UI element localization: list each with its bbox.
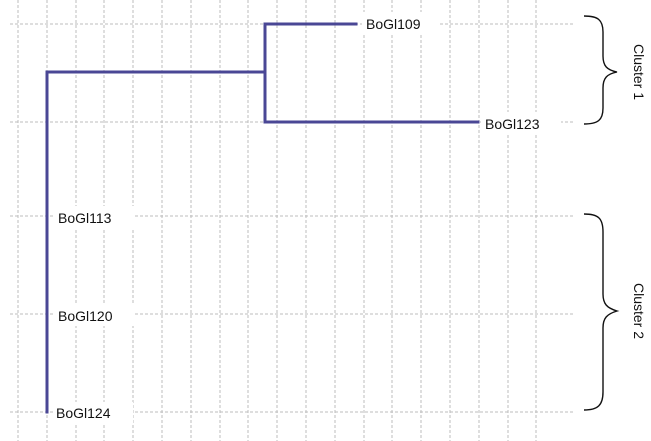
branch-cluster1-stem: [263, 22, 480, 124]
leaf-label-1: BoGl109: [366, 16, 421, 32]
leaf-label-2: BoGl123: [485, 116, 540, 132]
leaf-labels: BoGl109 BoGl123 BoGl113 BoGl120 BoGl124: [53, 12, 561, 424]
brace-cluster-1: [583, 15, 618, 125]
leaf-label-3: BoGl113: [58, 210, 112, 226]
cluster-label-1: Cluster 1: [631, 44, 647, 100]
branches: [45, 22, 480, 414]
cluster-braces: [583, 15, 620, 411]
branch-root-link: [45, 70, 267, 414]
leaf-label-4: BoGl120: [58, 308, 113, 324]
leaf-label-5: BoGl124: [56, 405, 111, 421]
brace-cluster-2: [583, 213, 620, 411]
cluster-label-2: Cluster 2: [631, 283, 647, 339]
